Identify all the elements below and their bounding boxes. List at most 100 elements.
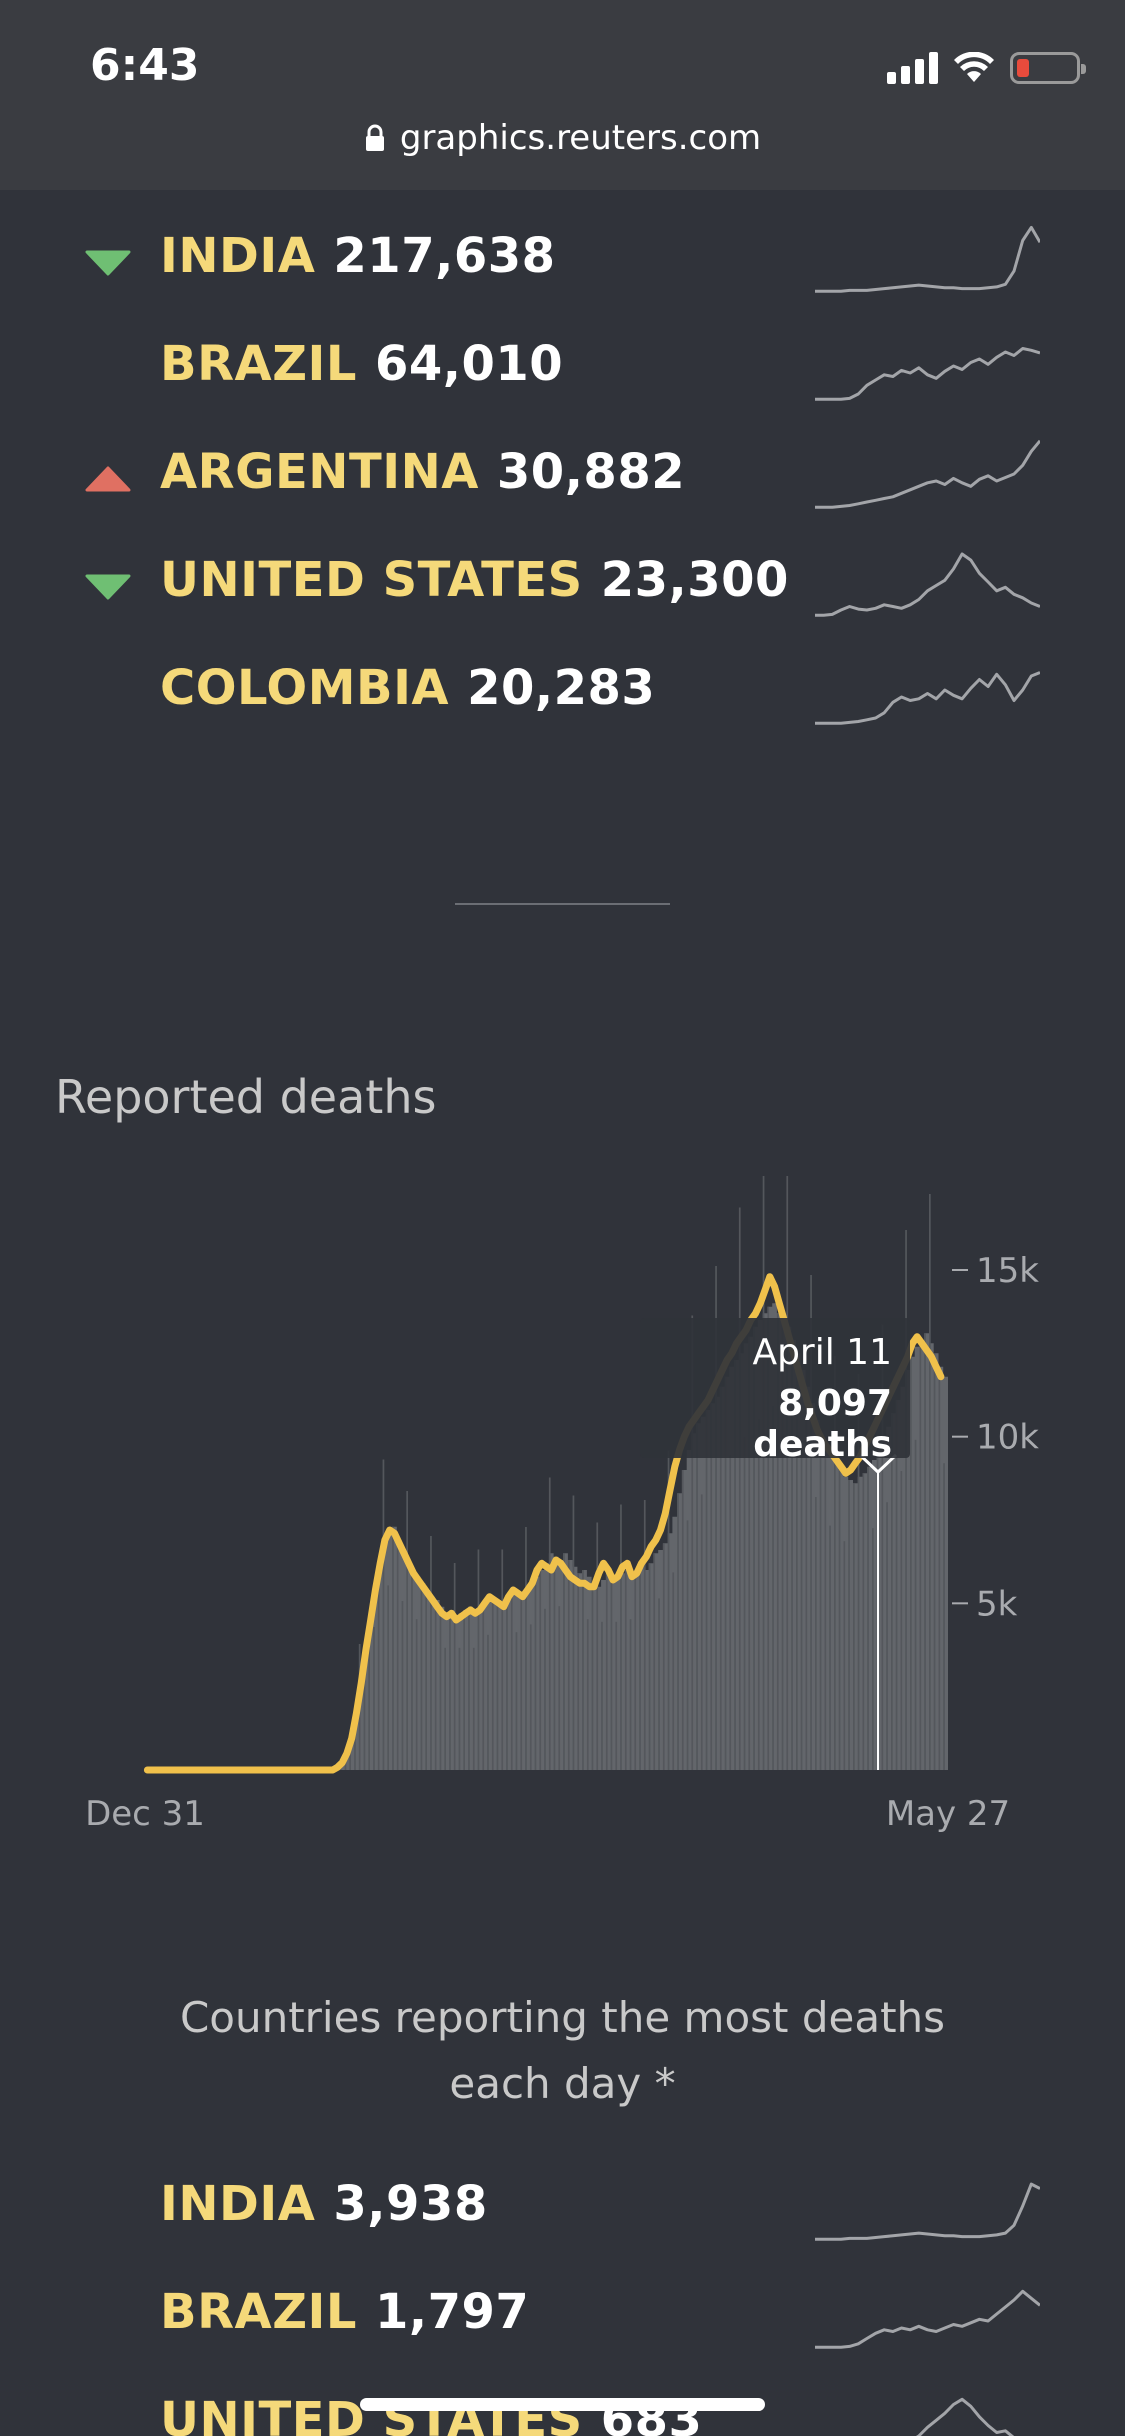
country-value: 64,010 <box>374 336 564 392</box>
daily-bar <box>510 1590 513 1770</box>
daily-bar <box>620 1504 622 1770</box>
daily-list-heading: Countries reporting the most deaths each… <box>0 1985 1125 2117</box>
daily-bar <box>719 1386 722 1770</box>
daily-bar <box>387 1585 389 1770</box>
daily-bar <box>857 1374 860 1770</box>
daily-bar <box>667 1450 670 1770</box>
daily-bar <box>881 1324 884 1770</box>
daily-bar <box>582 1570 584 1770</box>
daily-bar <box>415 1619 418 1770</box>
daily-bar <box>781 1320 784 1770</box>
daily-bar <box>710 1403 713 1770</box>
daily-bar <box>938 1366 941 1770</box>
trend-down-icon <box>85 250 131 276</box>
daily-heading-line-2: each day * <box>449 2059 676 2108</box>
country-sparkline <box>815 552 1040 617</box>
daily-bar <box>715 1266 717 1770</box>
daily-bar <box>653 1553 656 1770</box>
daily-bar <box>605 1573 608 1770</box>
daily-bar <box>867 1466 869 1770</box>
country-value: 30,882 <box>496 444 686 500</box>
country-label: INDIA 3,938 <box>160 2176 488 2232</box>
daily-bar <box>891 1413 893 1770</box>
daily-bar <box>943 1463 945 1770</box>
daily-bar <box>648 1563 651 1770</box>
y-tick-label: 15k <box>976 1251 1039 1291</box>
daily-bar <box>520 1596 523 1770</box>
home-indicator[interactable] <box>360 2398 765 2411</box>
daily-bar <box>862 1473 865 1770</box>
url-text: graphics.reuters.com <box>399 118 762 158</box>
daily-bar <box>629 1619 632 1770</box>
tooltip-pointer-icon <box>858 1453 898 1475</box>
daily-bar <box>914 1439 917 1770</box>
daily-bar <box>829 1525 831 1770</box>
trend-down-icon <box>85 574 131 600</box>
battery-icon <box>1010 52 1086 84</box>
daily-bar <box>624 1570 627 1770</box>
country-value: 3,938 <box>333 2176 488 2232</box>
x-tick-label: May 27 <box>886 1794 1010 1834</box>
daily-bar <box>468 1606 470 1770</box>
country-value: 20,283 <box>467 660 656 716</box>
daily-bar <box>753 1326 755 1770</box>
daily-bar <box>767 1306 770 1770</box>
section-divider <box>455 903 670 905</box>
deaths-chart[interactable]: 5k 10k 15k Dec 31 May 27 <box>0 1170 1125 1850</box>
country-name: COLOMBIA <box>160 660 450 716</box>
daily-bar <box>872 1528 874 1770</box>
daily-bar <box>815 1497 817 1770</box>
daily-bar <box>686 1520 689 1770</box>
country-label: BRAZIL 1,797 <box>160 2284 529 2340</box>
daily-bar <box>615 1621 618 1770</box>
country-name: INDIA <box>160 228 316 284</box>
daily-bar <box>729 1455 732 1770</box>
daily-bar <box>662 1543 665 1770</box>
daily-bar <box>563 1553 565 1770</box>
daily-bar <box>762 1176 765 1770</box>
address-bar[interactable]: graphics.reuters.com <box>0 118 1125 158</box>
daily-bar <box>529 1624 532 1770</box>
daily-bar <box>396 1540 399 1770</box>
daily-bar <box>639 1566 641 1770</box>
daily-bar <box>705 1410 708 1770</box>
country-row: COLOMBIA 20,283 <box>0 652 1125 732</box>
daily-bar <box>572 1495 575 1770</box>
country-row: ARGENTINA 30,882 <box>0 436 1125 516</box>
daily-bar <box>382 1459 385 1770</box>
country-label: COLOMBIA 20,283 <box>160 660 655 716</box>
chart-title: Reported deaths <box>55 1070 437 1124</box>
y-tick-label: 5k <box>976 1584 1018 1624</box>
country-value: 217,638 <box>333 228 556 284</box>
daily-bar <box>501 1549 504 1770</box>
daily-bar <box>810 1275 812 1770</box>
daily-bar <box>929 1194 931 1770</box>
country-sparkline <box>815 439 1040 509</box>
country-sparkline <box>915 2397 1015 2436</box>
daily-bar <box>515 1632 518 1770</box>
daily-bar <box>439 1606 442 1770</box>
daily-bar <box>886 1502 888 1770</box>
daily-bar <box>834 1356 836 1770</box>
daily-bar <box>553 1556 556 1770</box>
lock-icon <box>365 124 384 151</box>
daily-bar <box>591 1583 594 1770</box>
daily-bar <box>368 1616 370 1770</box>
daily-bar <box>430 1536 432 1770</box>
daily-bar <box>463 1610 465 1770</box>
daily-bar <box>434 1600 437 1770</box>
country-label: ARGENTINA 30,882 <box>160 444 685 500</box>
country-label: BRAZIL 64,010 <box>160 336 563 392</box>
daily-bar <box>406 1491 408 1770</box>
country-row: BRAZIL 1,797 <box>0 2276 1125 2356</box>
daily-bar <box>824 1450 827 1770</box>
daily-bar <box>558 1606 561 1770</box>
daily-bar <box>482 1603 485 1770</box>
daily-bar <box>444 1647 446 1770</box>
country-value: 23,300 <box>600 552 789 608</box>
daily-bar <box>567 1560 570 1770</box>
daily-bar <box>800 1458 803 1770</box>
country-sparkline <box>815 671 1040 725</box>
chart-tooltip: April 11 8,097 deaths <box>640 1318 910 1465</box>
daily-bar <box>491 1600 494 1770</box>
